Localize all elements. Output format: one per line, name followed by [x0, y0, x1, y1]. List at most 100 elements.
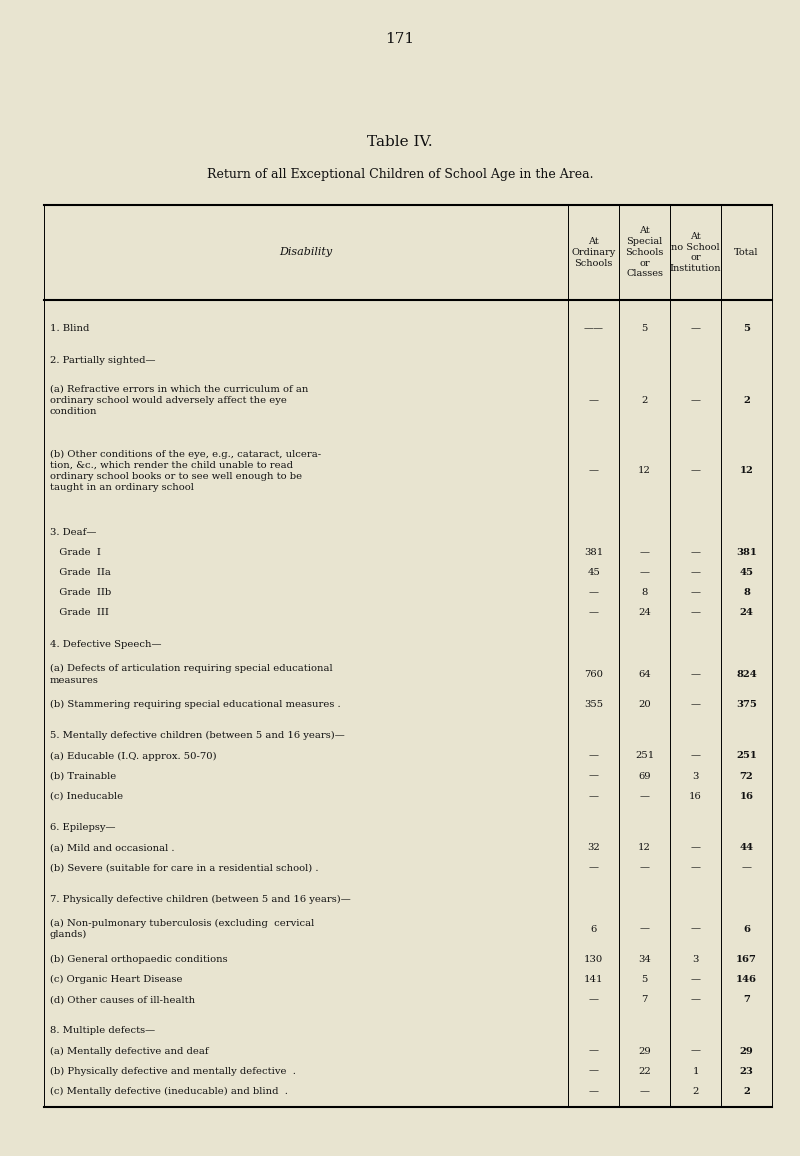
Text: Table IV.: Table IV.: [367, 135, 433, 149]
Text: At
Special
Schools
or
Classes: At Special Schools or Classes: [626, 227, 664, 279]
Text: 251: 251: [635, 751, 654, 761]
Text: 3. Deaf—: 3. Deaf—: [50, 528, 96, 536]
Text: —: —: [690, 701, 701, 709]
Text: —: —: [589, 995, 598, 1005]
Text: —: —: [690, 751, 701, 761]
Text: 20: 20: [638, 701, 651, 709]
Text: —: —: [589, 608, 598, 617]
Text: —: —: [690, 467, 701, 475]
Text: 5: 5: [743, 325, 750, 333]
Text: (c) Ineducable: (c) Ineducable: [50, 792, 123, 801]
Text: 375: 375: [736, 701, 757, 709]
Text: 8: 8: [743, 588, 750, 598]
Text: 32: 32: [587, 843, 600, 852]
Text: 6: 6: [590, 925, 597, 934]
Text: 16: 16: [689, 792, 702, 801]
Text: Grade  IIb: Grade IIb: [50, 588, 111, 598]
Text: 64: 64: [638, 669, 651, 679]
Text: —: —: [589, 1046, 598, 1055]
Text: —: —: [589, 792, 598, 801]
Text: 760: 760: [584, 669, 603, 679]
Text: 5: 5: [642, 975, 648, 984]
Text: 6. Epilepsy—: 6. Epilepsy—: [50, 823, 115, 832]
Text: —: —: [742, 864, 751, 873]
Text: (b) Stammering requiring special educational measures .: (b) Stammering requiring special educati…: [50, 701, 341, 709]
Text: 7: 7: [642, 995, 648, 1005]
Text: (b) Severe (suitable for care in a residential school) .: (b) Severe (suitable for care in a resid…: [50, 864, 318, 873]
Text: —: —: [690, 975, 701, 984]
Text: 130: 130: [584, 955, 603, 964]
Text: 2: 2: [642, 397, 648, 405]
Text: (a) Refractive errors in which the curriculum of an
ordinary school would advers: (a) Refractive errors in which the curri…: [50, 385, 308, 416]
Text: —: —: [690, 669, 701, 679]
Text: 1. Blind: 1. Blind: [50, 325, 89, 333]
Text: 7: 7: [743, 995, 750, 1005]
Text: —: —: [640, 925, 650, 934]
Text: (d) Other causes of ill-health: (d) Other causes of ill-health: [50, 995, 195, 1005]
Text: 16: 16: [739, 792, 754, 801]
Text: (c) Organic Heart Disease: (c) Organic Heart Disease: [50, 975, 182, 984]
Text: 141: 141: [584, 975, 603, 984]
Text: 5: 5: [642, 325, 648, 333]
Text: 167: 167: [736, 955, 757, 964]
Text: (b) Physically defective and mentally defective  .: (b) Physically defective and mentally de…: [50, 1067, 296, 1076]
Text: 4. Defective Speech—: 4. Defective Speech—: [50, 639, 162, 649]
Text: 7. Physically defective children (between 5 and 16 years)—: 7. Physically defective children (betwee…: [50, 895, 350, 904]
Text: —: —: [589, 771, 598, 780]
Text: 146: 146: [736, 975, 757, 984]
Text: 5. Mentally defective children (between 5 and 16 years)—: 5. Mentally defective children (between …: [50, 732, 345, 740]
Text: At
Ordinary
Schools: At Ordinary Schools: [571, 237, 616, 268]
Text: 171: 171: [386, 32, 414, 46]
Text: 29: 29: [740, 1046, 754, 1055]
Text: (a) Mentally defective and deaf: (a) Mentally defective and deaf: [50, 1046, 209, 1055]
Text: —: —: [690, 548, 701, 557]
Text: —: —: [589, 864, 598, 873]
Text: 251: 251: [736, 751, 757, 761]
Text: At
no School
or
Institution: At no School or Institution: [670, 231, 722, 273]
Text: 34: 34: [638, 955, 651, 964]
Text: 2: 2: [743, 1087, 750, 1096]
Text: 824: 824: [736, 669, 757, 679]
Text: —: —: [589, 751, 598, 761]
Text: —: —: [690, 608, 701, 617]
Text: 24: 24: [638, 608, 651, 617]
Text: (a) Mild and occasional .: (a) Mild and occasional .: [50, 843, 174, 852]
Text: —: —: [589, 588, 598, 598]
Text: 44: 44: [739, 843, 754, 852]
Text: (a) Defects of articulation requiring special educational
measures: (a) Defects of articulation requiring sp…: [50, 665, 333, 684]
Text: 2: 2: [743, 397, 750, 405]
Text: (a) Non-pulmonary tuberculosis (excluding  cervical
glands): (a) Non-pulmonary tuberculosis (excludin…: [50, 919, 314, 940]
Text: —: —: [589, 397, 598, 405]
Text: 8. Multiple defects—: 8. Multiple defects—: [50, 1027, 155, 1036]
Text: —: —: [589, 1087, 598, 1096]
Text: 381: 381: [736, 548, 757, 557]
Text: Disability: Disability: [279, 247, 333, 258]
Text: —: —: [690, 995, 701, 1005]
Text: —: —: [690, 1046, 701, 1055]
Text: 29: 29: [638, 1046, 651, 1055]
Text: Total: Total: [734, 247, 758, 257]
Text: 8: 8: [642, 588, 648, 598]
Text: —: —: [690, 843, 701, 852]
Text: 381: 381: [584, 548, 603, 557]
Text: 3: 3: [692, 771, 698, 780]
Text: 45: 45: [587, 569, 600, 577]
Text: (a) Educable (I.Q. approx. 50-70): (a) Educable (I.Q. approx. 50-70): [50, 751, 217, 761]
Text: —: —: [589, 1067, 598, 1076]
Text: ——: ——: [584, 325, 604, 333]
Text: Return of all Exceptional Children of School Age in the Area.: Return of all Exceptional Children of Sc…: [206, 168, 594, 181]
Text: Grade  IIa: Grade IIa: [50, 569, 110, 577]
Text: —: —: [589, 467, 598, 475]
Text: 12: 12: [638, 843, 651, 852]
Text: —: —: [640, 548, 650, 557]
Text: —: —: [690, 588, 701, 598]
Text: 72: 72: [740, 771, 754, 780]
Text: —: —: [690, 397, 701, 405]
Text: (b) Trainable: (b) Trainable: [50, 771, 116, 780]
Text: —: —: [690, 925, 701, 934]
Text: —: —: [690, 325, 701, 333]
Text: Grade  III: Grade III: [50, 608, 109, 617]
Text: 12: 12: [739, 467, 754, 475]
Text: 69: 69: [638, 771, 651, 780]
Text: (b) Other conditions of the eye, e.g., cataract, ulcera-
tion, &c., which render: (b) Other conditions of the eye, e.g., c…: [50, 450, 321, 492]
